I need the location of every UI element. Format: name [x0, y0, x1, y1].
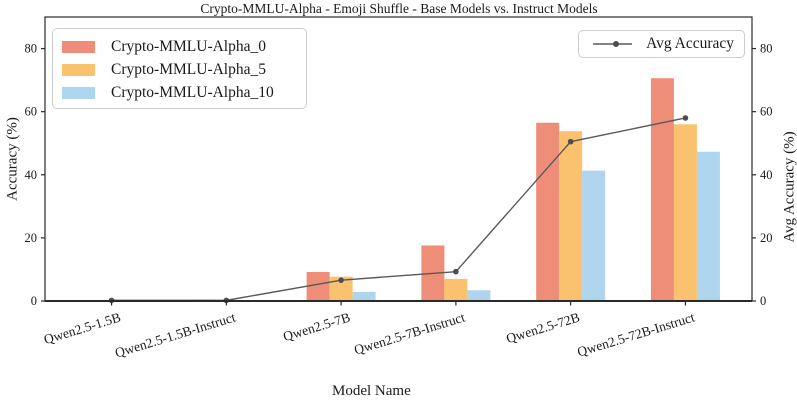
x-tick-label-Qwen2.5-72B-Instruct: Qwen2.5-72B-Instruct [575, 309, 696, 359]
bar-Crypto-MMLU-Alpha_10-Qwen2.5-7B-Instruct [467, 290, 491, 301]
x-tick-label-Qwen2.5-7B-Instruct: Qwen2.5-7B-Instruct [352, 309, 467, 357]
bar-Crypto-MMLU-Alpha_5-Qwen2.5-72B-Instruct [673, 124, 697, 302]
x-tick-label-Qwen2.5-7B: Qwen2.5-7B [281, 310, 352, 345]
bar-Crypto-MMLU-Alpha_0-Qwen2.5-7B [306, 271, 330, 301]
legend-row: Crypto-MMLU-Alpha_10 [62, 81, 292, 104]
y-axis-label-left: Accuracy (%) [4, 117, 21, 201]
legend-label: Crypto-MMLU-Alpha_5 [111, 60, 266, 78]
y-tick-label-left: 80 [25, 42, 38, 56]
avg-accuracy-marker-Qwen2.5-72B-Instruct [682, 115, 689, 121]
y-tick-label-left: 0 [31, 294, 37, 308]
avg-accuracy-marker-Qwen2.5-7B-Instruct [453, 268, 459, 275]
bar-Crypto-MMLU-Alpha_5-Qwen2.5-72B [559, 131, 583, 301]
legend-swatch-alpha0-icon [62, 40, 95, 53]
y-tick-label-left: 60 [25, 105, 38, 119]
avg-accuracy-marker-Qwen2.5-7B [338, 277, 344, 283]
avg-accuracy-legend: Avg Accuracy [578, 30, 745, 58]
y-tick-label-right: 20 [760, 231, 773, 245]
legend-label: Crypto-MMLU-Alpha_10 [111, 83, 274, 101]
legend-row: Crypto-MMLU-Alpha_5 [62, 58, 292, 81]
y-tick-label-right: 40 [760, 168, 773, 182]
line-marker-icon [593, 41, 633, 47]
legend-swatch-alpha5-icon [62, 63, 95, 76]
avg-accuracy-marker-Qwen2.5-72B [567, 138, 574, 145]
bar-Crypto-MMLU-Alpha_0-Qwen2.5-72B [536, 122, 560, 301]
bar-Crypto-MMLU-Alpha_0-Qwen2.5-72B-Instruct [650, 78, 674, 302]
y-tick-label-right: 80 [760, 42, 773, 56]
bar-Crypto-MMLU-Alpha_10-Qwen2.5-72B-Instruct [696, 151, 720, 301]
x-tick-label-Qwen2.5-72B: Qwen2.5-72B [504, 310, 581, 347]
bar-Crypto-MMLU-Alpha_5-Qwen2.5-7B-Instruct [444, 278, 468, 301]
bar-series-legend: Crypto-MMLU-Alpha_0 Crypto-MMLU-Alpha_5 … [52, 28, 307, 109]
y-tick-label-right: 60 [760, 105, 773, 119]
legend-label: Avg Accuracy [646, 35, 734, 52]
x-tick-label-Qwen2.5-1.5B-Instruct: Qwen2.5-1.5B-Instruct [113, 309, 237, 360]
x-axis-label: Model Name [332, 383, 411, 399]
x-tick-label-Qwen2.5-1.5B: Qwen2.5-1.5B [42, 310, 122, 348]
bar-Crypto-MMLU-Alpha_10-Qwen2.5-7B [352, 291, 376, 301]
y-tick-label-left: 40 [25, 168, 38, 182]
legend-row: Crypto-MMLU-Alpha_0 [62, 35, 292, 58]
bar-Crypto-MMLU-Alpha_5-Qwen2.5-7B [329, 276, 353, 301]
legend-label: Crypto-MMLU-Alpha_0 [111, 37, 266, 55]
y-tick-label-left: 20 [25, 231, 38, 245]
legend-swatch-alpha10-icon [62, 86, 95, 99]
y-axis-label-right: Avg Accuracy (%) [781, 131, 797, 243]
chart-title: Crypto-MMLU-Alpha - Emoji Shuffle - Base… [200, 1, 598, 16]
bar-Crypto-MMLU-Alpha_10-Qwen2.5-72B [582, 170, 606, 301]
y-tick-label-right: 0 [760, 294, 766, 308]
